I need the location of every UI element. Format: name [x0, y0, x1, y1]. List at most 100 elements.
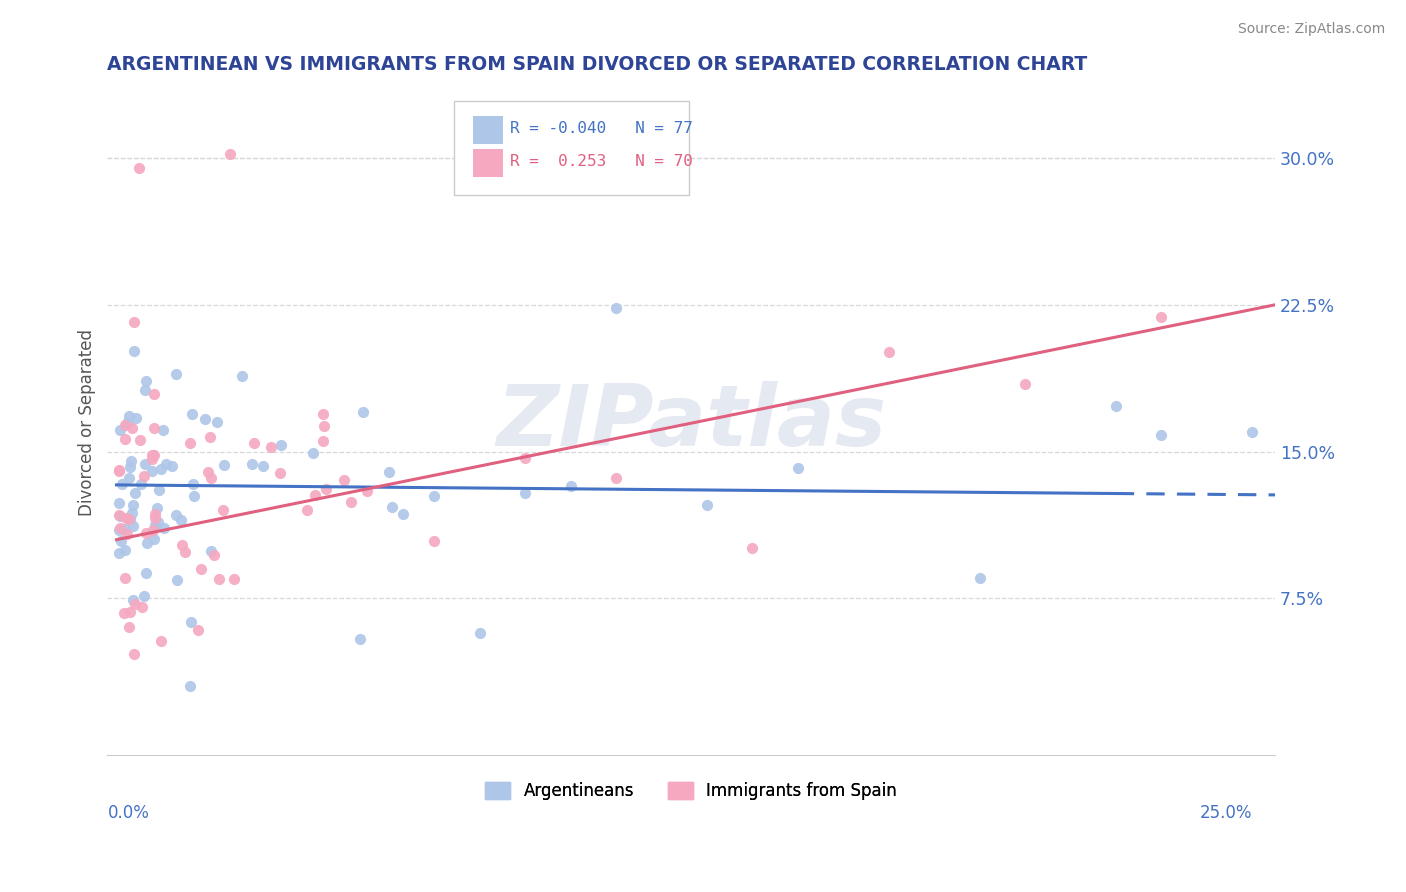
Point: [125, 411, 148, 425]
Point: [143, 518, 166, 533]
Point: [392, 507, 415, 521]
Point: [877, 345, 900, 359]
Point: [132, 589, 155, 603]
Point: [786, 461, 808, 475]
Point: [155, 457, 177, 471]
Point: [118, 512, 141, 526]
Point: [114, 418, 136, 433]
Point: [124, 597, 146, 611]
Point: [146, 501, 169, 516]
Legend: Argentineans, Immigrants from Spain: Argentineans, Immigrants from Spain: [485, 781, 897, 800]
Text: ZIPatlas: ZIPatlas: [496, 381, 886, 464]
Point: [1014, 377, 1036, 392]
Point: [114, 606, 136, 620]
Point: [118, 471, 141, 485]
Point: [143, 421, 166, 435]
FancyBboxPatch shape: [472, 150, 503, 178]
Point: [111, 477, 134, 491]
Point: [352, 405, 374, 419]
Point: [1150, 310, 1173, 325]
Point: [121, 506, 143, 520]
Point: [208, 572, 231, 586]
Point: [142, 524, 165, 538]
Point: [128, 161, 150, 175]
Point: [114, 571, 136, 585]
Point: [197, 465, 219, 479]
Point: [148, 515, 170, 529]
Point: [110, 534, 132, 549]
Point: [122, 592, 145, 607]
Point: [1241, 425, 1264, 439]
Text: ARGENTINEAN VS IMMIGRANTS FROM SPAIN DIVORCED OR SEPARATED CORRELATION CHART: ARGENTINEAN VS IMMIGRANTS FROM SPAIN DIV…: [107, 55, 1088, 74]
Point: [129, 476, 152, 491]
Point: [120, 459, 142, 474]
Point: [198, 430, 221, 444]
Point: [107, 508, 129, 523]
Point: [194, 411, 217, 425]
Point: [231, 369, 253, 384]
Point: [205, 415, 228, 429]
Point: [165, 368, 187, 382]
Point: [143, 449, 166, 463]
Point: [340, 495, 363, 509]
Point: [143, 387, 166, 401]
Point: [107, 496, 129, 510]
Point: [219, 147, 242, 161]
Point: [190, 562, 212, 576]
Point: [121, 421, 143, 435]
Text: R =  0.253   N = 70: R = 0.253 N = 70: [510, 154, 693, 169]
Point: [741, 541, 763, 556]
FancyBboxPatch shape: [472, 116, 503, 145]
Point: [515, 485, 537, 500]
Point: [312, 434, 335, 449]
Point: [136, 536, 159, 550]
Point: [135, 525, 157, 540]
Point: [114, 432, 136, 446]
Point: [1286, 359, 1309, 373]
Point: [142, 532, 165, 546]
Point: [204, 548, 226, 562]
Point: [252, 459, 274, 474]
Point: [212, 503, 235, 517]
Point: [423, 533, 446, 548]
Point: [260, 440, 283, 454]
Point: [381, 500, 404, 515]
Point: [180, 615, 202, 629]
Point: [122, 519, 145, 533]
Point: [143, 511, 166, 525]
Point: [696, 498, 718, 512]
Point: [560, 479, 582, 493]
Text: R = -0.040   N = 77: R = -0.040 N = 77: [510, 121, 693, 136]
Point: [1331, 551, 1354, 566]
Point: [162, 459, 184, 474]
Point: [118, 409, 141, 424]
Point: [120, 454, 142, 468]
Point: [356, 483, 378, 498]
Point: [269, 466, 291, 480]
Point: [270, 438, 292, 452]
Point: [122, 315, 145, 329]
Point: [301, 445, 323, 459]
Point: [141, 464, 163, 478]
Text: 0.0%: 0.0%: [107, 804, 149, 822]
Point: [179, 435, 201, 450]
Point: [135, 566, 157, 580]
Point: [170, 513, 193, 527]
Point: [969, 571, 991, 585]
Point: [515, 451, 537, 466]
Point: [114, 522, 136, 536]
Point: [107, 463, 129, 477]
Point: [187, 623, 209, 637]
Point: [108, 523, 131, 537]
Point: [180, 407, 202, 421]
Point: [107, 546, 129, 560]
Point: [118, 605, 141, 619]
Point: [170, 538, 193, 552]
Point: [135, 374, 157, 388]
Point: [240, 457, 263, 471]
FancyBboxPatch shape: [454, 101, 689, 194]
Point: [153, 521, 176, 535]
Point: [315, 482, 337, 496]
Point: [141, 451, 163, 466]
Point: [148, 483, 170, 498]
